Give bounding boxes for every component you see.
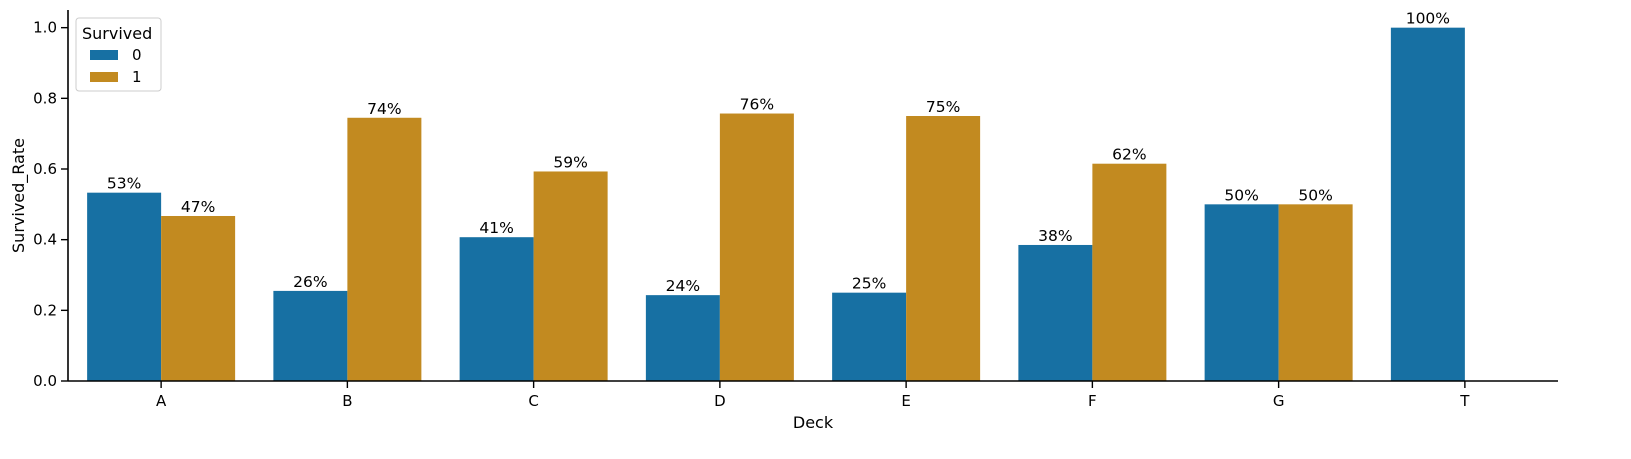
- legend-title: Survived: [82, 24, 152, 43]
- data-label-A-survived-1: 47%: [181, 198, 215, 216]
- bar-G-survived-1: [1278, 204, 1353, 381]
- x-tick-label: A: [156, 392, 167, 410]
- data-label-C-survived-1: 59%: [553, 153, 587, 171]
- legend-swatch-0: [90, 50, 118, 60]
- bar-E-survived-1: [906, 116, 981, 381]
- bar-E-survived-0: [832, 292, 907, 381]
- bars-layer: [87, 27, 1465, 382]
- bar-A-survived-1: [161, 215, 236, 381]
- data-label-B-survived-0: 26%: [293, 273, 327, 291]
- data-label-F-survived-0: 38%: [1038, 227, 1072, 245]
- bar-G-survived-0: [1204, 204, 1279, 381]
- data-label-F-survived-1: 62%: [1112, 146, 1146, 164]
- y-tick-label: 1.0: [33, 19, 57, 37]
- y-tick-label: 0.0: [33, 372, 57, 390]
- x-tick-label: D: [714, 392, 726, 410]
- bar-T-survived-0: [1390, 27, 1465, 382]
- bar-F-survived-0: [1018, 244, 1093, 381]
- x-tick-label: E: [901, 392, 910, 410]
- data-label-G-survived-1: 50%: [1298, 186, 1332, 204]
- bar-D-survived-0: [645, 295, 720, 381]
- x-tick-label: F: [1088, 392, 1097, 410]
- bar-C-survived-0: [459, 237, 534, 381]
- data-label-E-survived-0: 25%: [852, 275, 886, 293]
- bar-F-survived-1: [1092, 163, 1167, 381]
- bar-B-survived-0: [273, 290, 348, 381]
- data-label-C-survived-0: 41%: [479, 219, 513, 237]
- data-label-A-survived-0: 53%: [107, 175, 141, 193]
- bar-A-survived-0: [87, 192, 162, 381]
- data-label-T-survived-0: 100%: [1406, 10, 1450, 28]
- y-tick-label: 0.6: [33, 160, 57, 178]
- data-labels-layer: 53% 47% 26% 74% 41% 59% 24% 76% 25% 75% 38% 62% 50% 5…: [107, 10, 1450, 295]
- y-tick-label: 0.2: [33, 301, 57, 319]
- x-tick-label: T: [1459, 392, 1470, 410]
- x-tick-label: B: [342, 392, 352, 410]
- legend-label-0: 0: [132, 46, 142, 64]
- data-label-D-survived-0: 24%: [666, 277, 700, 295]
- legend-label-1: 1: [132, 68, 142, 86]
- data-label-G-survived-0: 50%: [1224, 186, 1258, 204]
- y-tick-label: 0.4: [33, 231, 57, 249]
- data-label-D-survived-1: 76%: [740, 96, 774, 114]
- x-tick-label: G: [1273, 392, 1285, 410]
- y-axis-title: Survived_Rate: [9, 138, 29, 253]
- legend-swatch-1: [90, 72, 118, 82]
- bar-B-survived-1: [347, 117, 422, 382]
- x-tick-label: C: [528, 392, 538, 410]
- y-tick-label: 0.8: [33, 89, 57, 107]
- axes-layer: 0.0 0.2 0.4 0.6 0.8 1.0 A B C D E F G T Deck Survived_R…: [9, 10, 1558, 432]
- bar-C-survived-1: [533, 171, 608, 381]
- data-label-B-survived-1: 74%: [367, 100, 401, 118]
- bar-D-survived-1: [719, 113, 794, 381]
- legend: Survived 0 1: [75, 17, 162, 92]
- data-label-E-survived-1: 75%: [926, 98, 960, 116]
- x-axis-title: Deck: [793, 413, 834, 432]
